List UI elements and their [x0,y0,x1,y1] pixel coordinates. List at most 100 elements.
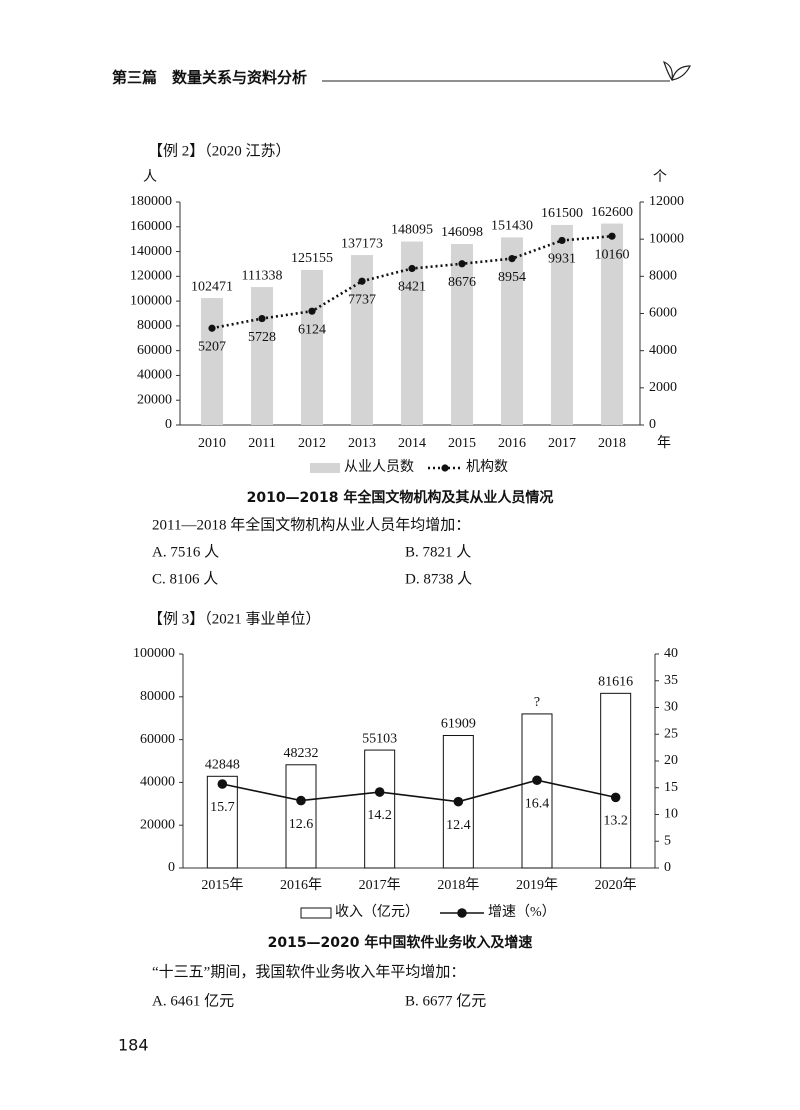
line-point [508,255,516,263]
point-label: 14.2 [367,808,392,823]
y-tick-label: 80000 [140,689,175,704]
y2-tick-label: 10000 [649,231,684,246]
line-point [610,792,621,803]
bar-label: ? [534,695,540,710]
line-point [217,779,228,789]
x-tick-label: 2012 [298,436,326,451]
line-point [358,277,366,285]
leaf-icon [663,60,691,82]
y-tick-label: 60000 [140,732,175,747]
y-tick-label: 80000 [137,318,172,333]
point-label: 8954 [498,270,526,285]
line-point [608,232,616,240]
y2-tick-label: 2000 [649,380,677,395]
option: B. 6677 亿元 [405,992,486,1009]
point-label: 13.2 [603,814,628,829]
bar-label: 161500 [541,206,583,221]
bar [201,298,223,425]
bar [251,287,273,425]
bar-label: 162600 [591,205,633,220]
bar-label: 151430 [491,219,533,234]
y-tick-label: 180000 [130,194,172,209]
x-tick-label: 2017年 [359,877,401,893]
option: A. 6461 亿元 [152,992,234,1009]
y2-tick-label: 25 [664,726,678,741]
question: “十三五”期间，我国软件业务收入年平均增加： [152,963,465,980]
y-unit: 人 [143,169,157,185]
x-tick-label: 2018 [598,436,626,451]
line-point [453,796,464,807]
point-label: 9931 [548,252,576,267]
x-tick-label: 2018年 [437,877,479,893]
y2-tick-label: 0 [664,860,671,875]
point-label: 6124 [298,322,326,337]
bar [451,244,473,425]
point-label: 7737 [348,292,376,307]
bar [351,255,373,425]
y-tick-label: 40000 [137,368,172,383]
line-point [408,264,416,273]
page-number: 184 [118,1036,149,1055]
y-tick-label: 40000 [140,775,175,790]
legend-label: 收入（亿元） [335,904,419,920]
y-tick-label: 160000 [130,219,172,234]
y2-tick-label: 20 [664,753,678,768]
line-point [258,314,266,323]
point-label: 8676 [448,275,476,290]
example-label: 【例 2】（2020 江苏） [148,142,291,159]
y-tick-label: 20000 [140,817,175,832]
bar-label: 125155 [291,251,333,266]
bar [521,713,553,869]
option: C. 8106 人 [152,570,218,587]
bar-label: 48232 [284,746,319,761]
bar-label: 81616 [598,675,633,690]
y-tick-label: 20000 [137,392,172,407]
bar [401,241,423,425]
question: 2011—2018 年全国文物机构从业人员年均增加： [152,515,470,533]
y-tick-label: 100000 [133,646,175,661]
y2-tick-label: 8000 [649,269,677,284]
y-tick-label: 0 [165,417,172,432]
legend-label: 机构数 [466,459,508,475]
bar [501,237,523,425]
point-label: 16.4 [525,796,550,811]
legend-label: 增速（%） [488,904,556,920]
x-tick-label: 2019年 [516,877,558,893]
point-label: 8421 [398,280,426,295]
y2-tick-label: 40 [664,646,678,661]
y-tick-label: 120000 [130,269,172,284]
bar-label: 55103 [362,731,397,746]
x-unit: 年 [657,435,671,451]
line-point [308,307,316,315]
y2-tick-label: 15 [664,780,678,795]
y-tick-label: 100000 [130,293,172,308]
legend-swatch [310,463,340,473]
y2-tick-label: 30 [664,700,678,715]
header-title: 第三篇 数量关系与资料分析 [112,69,307,87]
series-line [222,779,616,803]
y2-tick-label: 0 [649,417,656,432]
bar-label: 146098 [441,225,483,240]
y2-tick-label: 6000 [649,306,677,321]
point-label: 10160 [595,247,630,262]
y2-tick-label: 12000 [649,194,684,209]
chart-title: 2010—2018 年全国文物机构及其从业人员情况 [247,489,554,506]
y2-tick-label: 35 [664,673,678,688]
option: A. 7516 人 [152,543,219,560]
example-label: 【例 3】（2021 事业单位） [148,610,321,627]
point-label: 5728 [248,330,276,345]
legend-swatch [300,907,332,919]
x-tick-label: 2011 [248,436,275,451]
option: B. 7821 人 [405,543,471,560]
line-point [532,775,542,786]
bar-label: 137173 [341,236,383,251]
bar [285,764,317,869]
point-label: 12.4 [446,818,471,833]
line-point [374,787,385,797]
x-tick-label: 2015 [448,436,476,451]
y2-tick-label: 10 [664,807,678,822]
bar-label: 42848 [205,758,240,773]
bar [551,224,573,425]
y-tick-label: 0 [168,860,175,875]
